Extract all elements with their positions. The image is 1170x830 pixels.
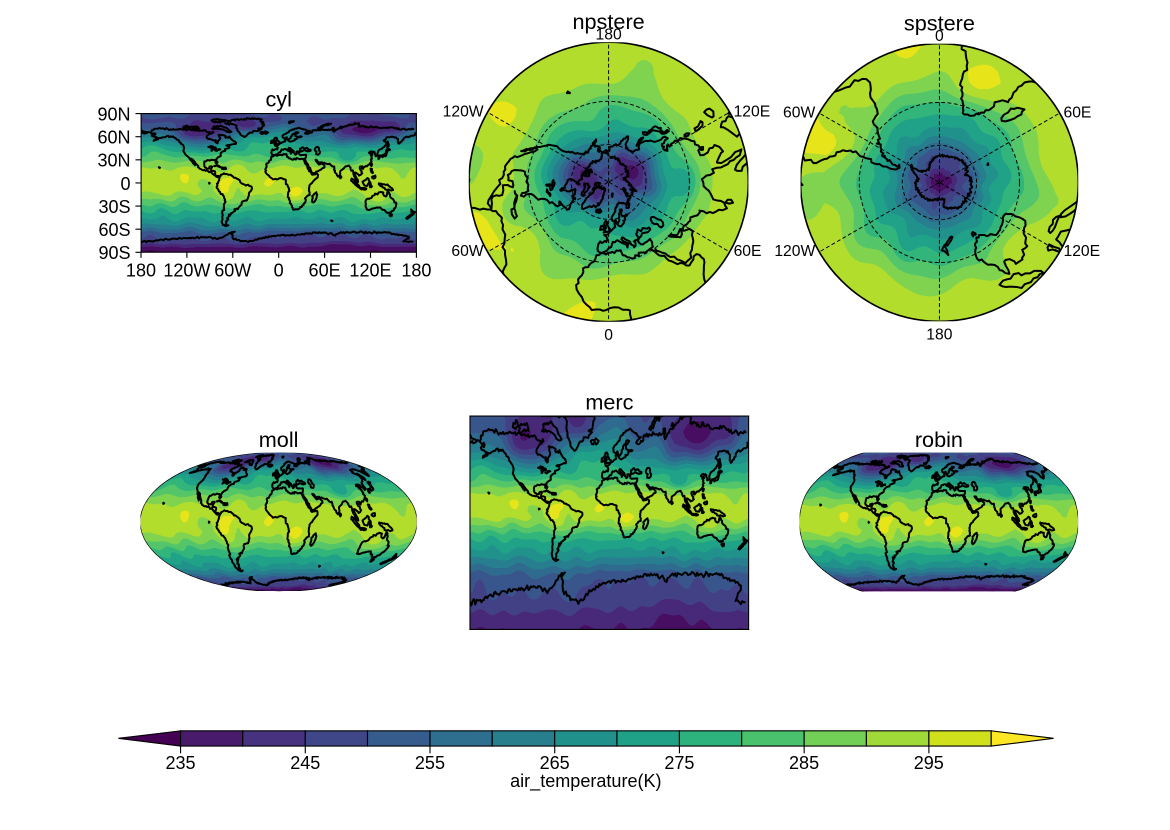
svg-text:0: 0 — [935, 28, 944, 45]
svg-text:spstere: spstere — [904, 11, 975, 36]
svg-text:60E: 60E — [734, 243, 762, 260]
svg-text:60W: 60W — [783, 104, 815, 121]
svg-text:cyl: cyl — [265, 87, 291, 112]
svg-text:120W: 120W — [163, 260, 210, 280]
svg-text:120W: 120W — [774, 243, 815, 260]
svg-text:180: 180 — [126, 260, 156, 280]
svg-text:180: 180 — [596, 26, 622, 43]
svg-text:235: 235 — [165, 753, 195, 773]
svg-text:255: 255 — [415, 753, 445, 773]
svg-text:295: 295 — [914, 753, 944, 773]
svg-text:120E: 120E — [734, 103, 771, 120]
svg-text:0: 0 — [604, 327, 613, 344]
svg-text:merc: merc — [585, 390, 633, 415]
svg-text:120W: 120W — [443, 103, 484, 120]
svg-text:120E: 120E — [349, 260, 391, 280]
svg-text:robin: robin — [915, 427, 963, 452]
svg-text:air_temperature(K): air_temperature(K) — [510, 771, 661, 792]
svg-text:180: 180 — [401, 260, 431, 280]
svg-text:moll: moll — [259, 427, 299, 452]
svg-text:30S: 30S — [98, 197, 130, 217]
svg-text:0: 0 — [274, 260, 284, 280]
svg-text:275: 275 — [664, 753, 694, 773]
svg-text:90N: 90N — [97, 104, 130, 124]
svg-text:120E: 120E — [1063, 243, 1100, 260]
svg-text:npstere: npstere — [572, 9, 644, 34]
svg-text:60N: 60N — [97, 128, 130, 148]
svg-text:60E: 60E — [1063, 104, 1091, 121]
svg-text:265: 265 — [540, 753, 570, 773]
svg-text:60S: 60S — [98, 220, 130, 240]
svg-text:180: 180 — [926, 326, 952, 343]
svg-text:60W: 60W — [214, 260, 251, 280]
svg-text:30N: 30N — [97, 151, 130, 171]
svg-text:245: 245 — [290, 753, 320, 773]
svg-text:90S: 90S — [98, 243, 130, 263]
svg-text:60E: 60E — [309, 260, 341, 280]
svg-text:60W: 60W — [451, 243, 483, 260]
svg-text:285: 285 — [789, 753, 819, 773]
svg-text:0: 0 — [121, 174, 131, 194]
